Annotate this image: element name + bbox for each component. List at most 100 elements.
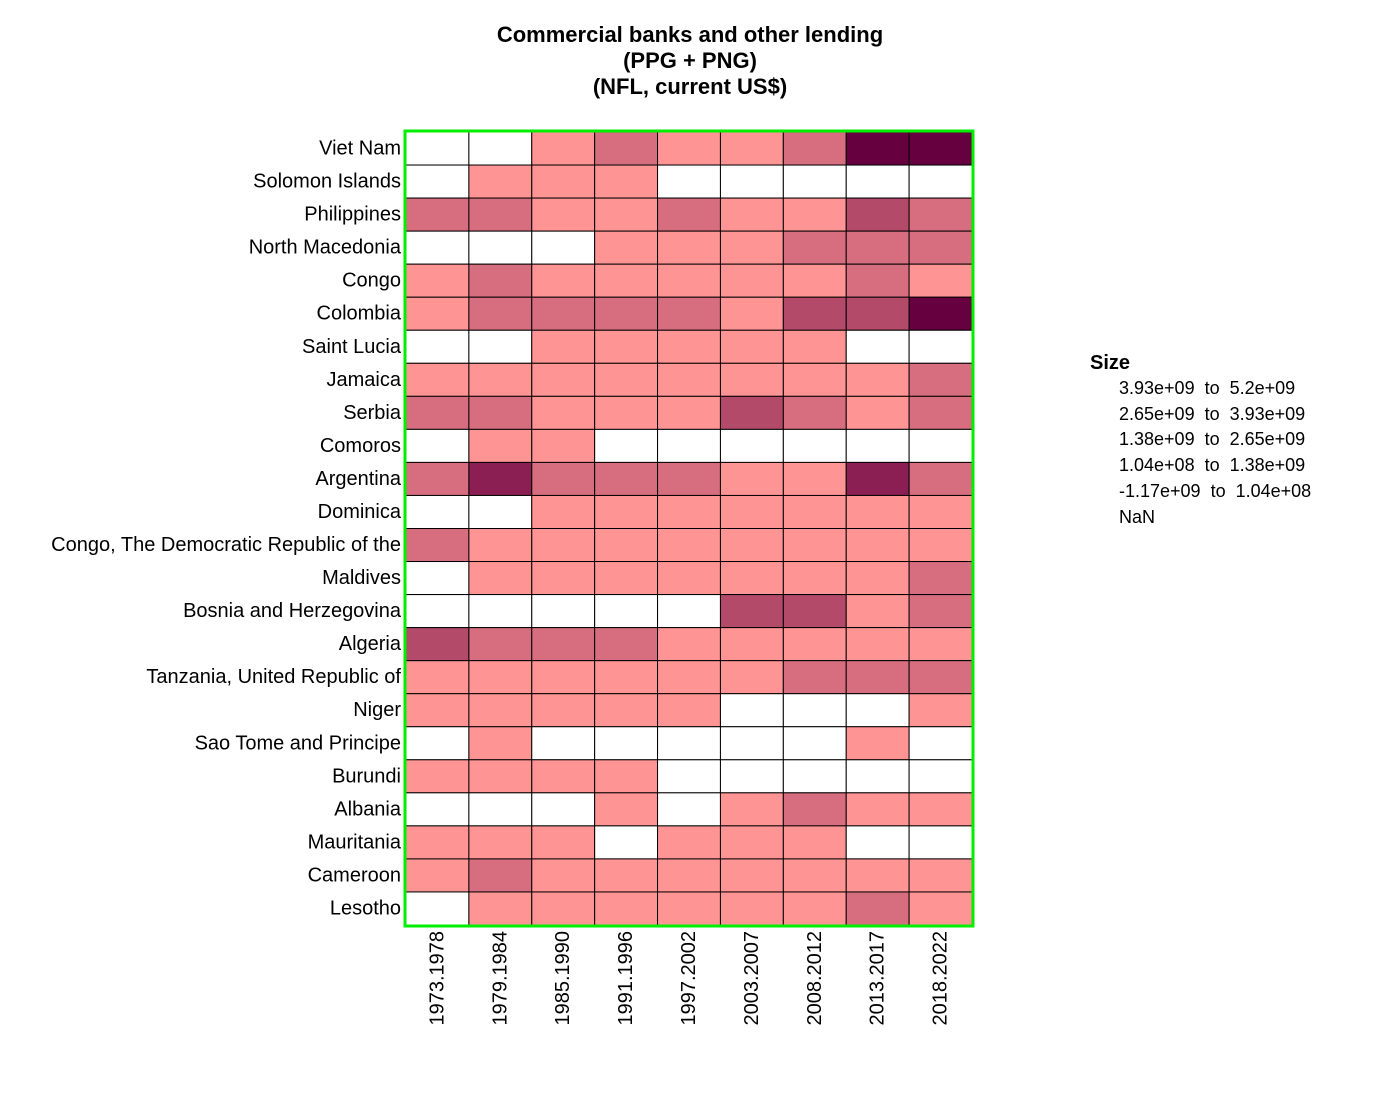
heatmap-cell <box>657 494 721 530</box>
heatmap-cell <box>594 395 659 430</box>
column-labels: 1973.1978 1979.1984 1985.1990 1991.1996 1997… <box>426 931 951 1026</box>
heatmap-cell <box>594 362 659 397</box>
heatmap-cell <box>719 230 784 265</box>
heatmap-cell <box>468 461 533 496</box>
row-label: Bosnia and Herzegovina <box>183 600 402 622</box>
heatmap-cell <box>657 263 721 298</box>
heatmap-cell <box>531 792 596 827</box>
heatmap-cell <box>594 660 659 695</box>
heatmap-cell <box>531 230 596 265</box>
heatmap-cell <box>719 759 784 794</box>
heatmap-cell <box>468 131 533 166</box>
row-label: Lesotho <box>330 897 401 919</box>
heatmap-cell <box>531 858 596 893</box>
heatmap-cell <box>719 494 784 530</box>
column-label: 1985.1990 <box>552 931 574 1026</box>
heatmap-cell <box>657 461 721 496</box>
heatmap-cell <box>531 395 596 430</box>
heatmap-cell <box>531 660 596 695</box>
column-label: 2003.2007 <box>741 931 763 1026</box>
heatmap-cell <box>782 528 847 563</box>
heatmap-cell <box>531 197 596 232</box>
heatmap-cell <box>845 362 910 397</box>
heatmap-cell <box>468 627 533 662</box>
heatmap-cell <box>657 528 721 563</box>
column-label: 2008.2012 <box>804 931 826 1026</box>
legend-title: Size <box>1090 352 1131 374</box>
heatmap-cell <box>405 825 470 860</box>
heatmap-cell <box>719 395 784 430</box>
heatmap-cell <box>531 825 596 860</box>
heatmap-cell <box>845 428 910 463</box>
heatmap-cell <box>594 494 659 530</box>
heatmap-cell <box>405 561 470 596</box>
heatmap-cell <box>468 594 533 629</box>
heatmap-cell <box>845 528 910 563</box>
heatmap-cell <box>405 164 470 199</box>
heatmap-cell <box>845 726 910 761</box>
heatmap-cell <box>468 428 533 463</box>
heatmap-cell <box>657 858 721 893</box>
heatmap-cell <box>531 528 596 563</box>
heatmap-cell <box>657 395 721 430</box>
column-label: 1991.1996 <box>615 931 637 1026</box>
heatmap-cell <box>657 693 721 728</box>
heatmap-cell <box>845 197 910 232</box>
heatmap-cell <box>908 164 973 199</box>
heatmap-cell <box>908 131 973 166</box>
heatmap-cell <box>531 594 596 629</box>
row-label: Maldives <box>322 567 401 589</box>
column-label: 1979.1984 <box>489 931 511 1026</box>
heatmap-cell <box>845 627 910 662</box>
heatmap-cell <box>782 164 847 199</box>
heatmap-cell <box>782 891 847 926</box>
heatmap-cell <box>468 528 533 563</box>
heatmap-cell <box>782 627 847 662</box>
heatmap-cell <box>657 296 721 331</box>
row-label: Sao Tome and Principe <box>195 732 401 754</box>
heatmap-cell <box>845 395 910 430</box>
heatmap-cell <box>531 428 596 463</box>
heatmap-cell <box>531 131 596 166</box>
heatmap-cell <box>657 164 721 199</box>
heatmap-cell <box>405 494 470 530</box>
heatmap-cell <box>782 428 847 463</box>
row-label: North Macedonia <box>249 237 402 259</box>
heatmap-cell <box>405 461 470 496</box>
heatmap-cell <box>594 461 659 496</box>
row-label: Philippines <box>304 204 401 226</box>
heatmap-cell <box>782 296 847 331</box>
heatmap-cell <box>405 627 470 662</box>
heatmap-cell <box>468 296 533 331</box>
row-label: Saint Lucia <box>302 336 402 358</box>
heatmap-cell <box>908 660 973 695</box>
heatmap-cell <box>594 594 659 629</box>
heatmap-cell <box>845 891 910 926</box>
heatmap-cell <box>908 627 973 662</box>
heatmap-cell <box>782 263 847 298</box>
heatmap-cell <box>405 197 470 232</box>
heatmap-cell <box>594 627 659 662</box>
row-label: Solomon Islands <box>253 171 401 193</box>
heatmap-cell <box>594 263 659 298</box>
heatmap-cell <box>657 594 721 629</box>
heatmap-cell <box>908 726 973 761</box>
heatmap-cell <box>405 858 470 893</box>
heatmap-cell <box>845 759 910 794</box>
heatmap-cell <box>468 561 533 596</box>
heatmap-cell <box>657 197 721 232</box>
heatmap-cell <box>782 726 847 761</box>
heatmap-cell <box>908 858 973 893</box>
heatmap-cell <box>405 891 470 926</box>
heatmap-cell <box>845 693 910 728</box>
heatmap-cell <box>594 858 659 893</box>
legend: Size 3.93e+09 to 5.2e+09 2.65e+09 to 3.93… <box>1090 350 1311 530</box>
heatmap-cell <box>468 230 533 265</box>
heatmap-cell <box>845 230 910 265</box>
heatmap-cell <box>845 792 910 827</box>
heatmap-cell <box>782 329 847 364</box>
heatmap-cell <box>594 528 659 563</box>
heatmap-cell <box>657 726 721 761</box>
heatmap-cell <box>405 329 470 364</box>
row-label: Cameroon <box>308 864 401 886</box>
